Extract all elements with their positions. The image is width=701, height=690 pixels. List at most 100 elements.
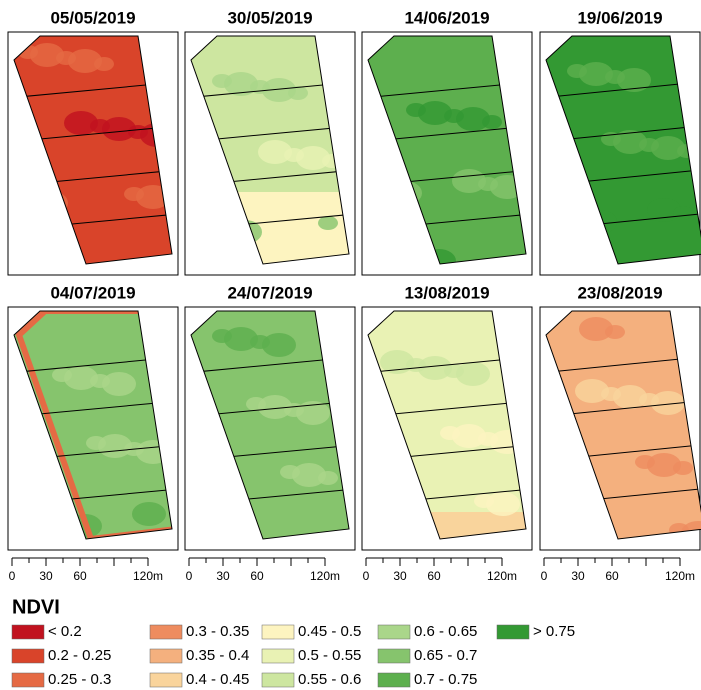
panel-title: 04/07/2019 bbox=[50, 283, 135, 302]
legend-swatch bbox=[378, 673, 410, 687]
ndvi-figure: NDVI 05/05/2019 30/05/2019 14/06/2019 19/06… bbox=[0, 0, 701, 690]
field-patch bbox=[140, 123, 174, 147]
field-patch bbox=[94, 57, 114, 71]
field-patch bbox=[30, 508, 64, 532]
scale-label: 0 bbox=[541, 569, 548, 583]
field bbox=[185, 36, 355, 272]
legend-swatch bbox=[378, 625, 410, 639]
legend-label: 0.5 - 0.55 bbox=[298, 647, 361, 664]
scale-label: 60 bbox=[427, 569, 441, 583]
scale-label: 120m bbox=[665, 569, 695, 583]
legend-label: 0.7 - 0.75 bbox=[414, 671, 477, 688]
field-patch bbox=[190, 214, 224, 238]
legend-swatch bbox=[150, 673, 182, 687]
scale-label: 0 bbox=[9, 569, 16, 583]
scale-label: 120m bbox=[310, 569, 340, 583]
field-patch bbox=[262, 333, 296, 357]
legend-swatch bbox=[12, 625, 44, 639]
field-patch bbox=[22, 193, 42, 207]
legend-label: 0.3 - 0.35 bbox=[186, 623, 249, 640]
field bbox=[8, 36, 178, 264]
legend-swatch bbox=[12, 673, 44, 687]
legend-label: 0.65 - 0.7 bbox=[414, 647, 477, 664]
panel-title: 24/07/2019 bbox=[227, 283, 312, 302]
field-patch bbox=[190, 469, 224, 493]
scale-label: 120m bbox=[487, 569, 517, 583]
field-patch bbox=[194, 152, 228, 176]
field bbox=[362, 311, 532, 552]
legend-swatch bbox=[150, 625, 182, 639]
field-base bbox=[546, 311, 701, 539]
field-patch bbox=[372, 245, 392, 259]
field bbox=[540, 36, 701, 264]
legend-swatch bbox=[12, 649, 44, 663]
legend-label: 0.45 - 0.5 bbox=[298, 623, 361, 640]
field-patch bbox=[102, 372, 136, 396]
field-patch bbox=[545, 459, 579, 483]
scale-label: 60 bbox=[250, 569, 264, 583]
field-zone bbox=[362, 512, 532, 552]
scale-label: 30 bbox=[39, 569, 53, 583]
panel-title: 30/05/2019 bbox=[227, 8, 312, 27]
legend-swatch bbox=[378, 649, 410, 663]
scale-label: 60 bbox=[73, 569, 87, 583]
field-patch bbox=[482, 115, 502, 129]
field bbox=[8, 311, 178, 539]
legend-label: 0.55 - 0.6 bbox=[298, 671, 361, 688]
field-patch bbox=[567, 529, 587, 543]
field-zone bbox=[185, 192, 355, 272]
field-patch bbox=[372, 500, 392, 514]
field-patch bbox=[490, 175, 524, 199]
field-patch bbox=[605, 325, 625, 339]
legend-title: NDVI bbox=[12, 596, 60, 618]
legend-label: 0.4 - 0.45 bbox=[186, 671, 249, 688]
legend-label: 0.35 - 0.4 bbox=[186, 647, 249, 664]
field-base bbox=[368, 36, 526, 264]
scale-label: 0 bbox=[186, 569, 193, 583]
field-patch bbox=[216, 477, 236, 491]
panel-title: 05/05/2019 bbox=[50, 8, 135, 27]
legend-label: 0.25 - 0.3 bbox=[48, 671, 111, 688]
panel-title: 13/08/2019 bbox=[404, 283, 489, 302]
scale-label: 120m bbox=[133, 569, 163, 583]
legend-swatch bbox=[262, 625, 294, 639]
field bbox=[540, 311, 701, 545]
legend-swatch bbox=[262, 649, 294, 663]
field-patch bbox=[376, 183, 396, 197]
field-patch bbox=[132, 502, 166, 526]
field-patch bbox=[410, 251, 430, 265]
field-patch bbox=[318, 471, 338, 485]
field-patch bbox=[673, 206, 693, 220]
legend-swatch bbox=[150, 649, 182, 663]
field bbox=[185, 311, 360, 539]
field-patch bbox=[384, 498, 418, 522]
legend-label: < 0.2 bbox=[48, 623, 82, 640]
field-patch bbox=[322, 154, 342, 168]
legend-label: > 0.75 bbox=[533, 623, 575, 640]
field-patch bbox=[410, 506, 430, 520]
field-patch bbox=[216, 222, 236, 236]
field bbox=[362, 36, 532, 273]
field-patch bbox=[490, 430, 524, 454]
field-patch bbox=[34, 191, 68, 215]
field-patch bbox=[318, 216, 338, 230]
field-patch bbox=[18, 510, 38, 524]
field-patch bbox=[673, 461, 693, 475]
scale-label: 60 bbox=[605, 569, 619, 583]
legend-swatch bbox=[262, 673, 294, 687]
field-patch bbox=[388, 181, 422, 205]
panel-title: 19/06/2019 bbox=[577, 8, 662, 27]
panel-title: 14/06/2019 bbox=[404, 8, 489, 27]
panel-title: 23/08/2019 bbox=[577, 283, 662, 302]
field-patch bbox=[571, 212, 591, 226]
scale-label: 30 bbox=[393, 569, 407, 583]
legend-label: 0.6 - 0.65 bbox=[414, 623, 477, 640]
field-patch bbox=[136, 440, 170, 464]
scale-label: 30 bbox=[216, 569, 230, 583]
field-patch bbox=[22, 448, 42, 462]
scale-label: 30 bbox=[571, 569, 585, 583]
field-patch bbox=[545, 204, 579, 228]
legend-label: 0.2 - 0.25 bbox=[48, 647, 111, 664]
field-patch bbox=[56, 516, 76, 530]
legend-swatch bbox=[497, 625, 529, 639]
